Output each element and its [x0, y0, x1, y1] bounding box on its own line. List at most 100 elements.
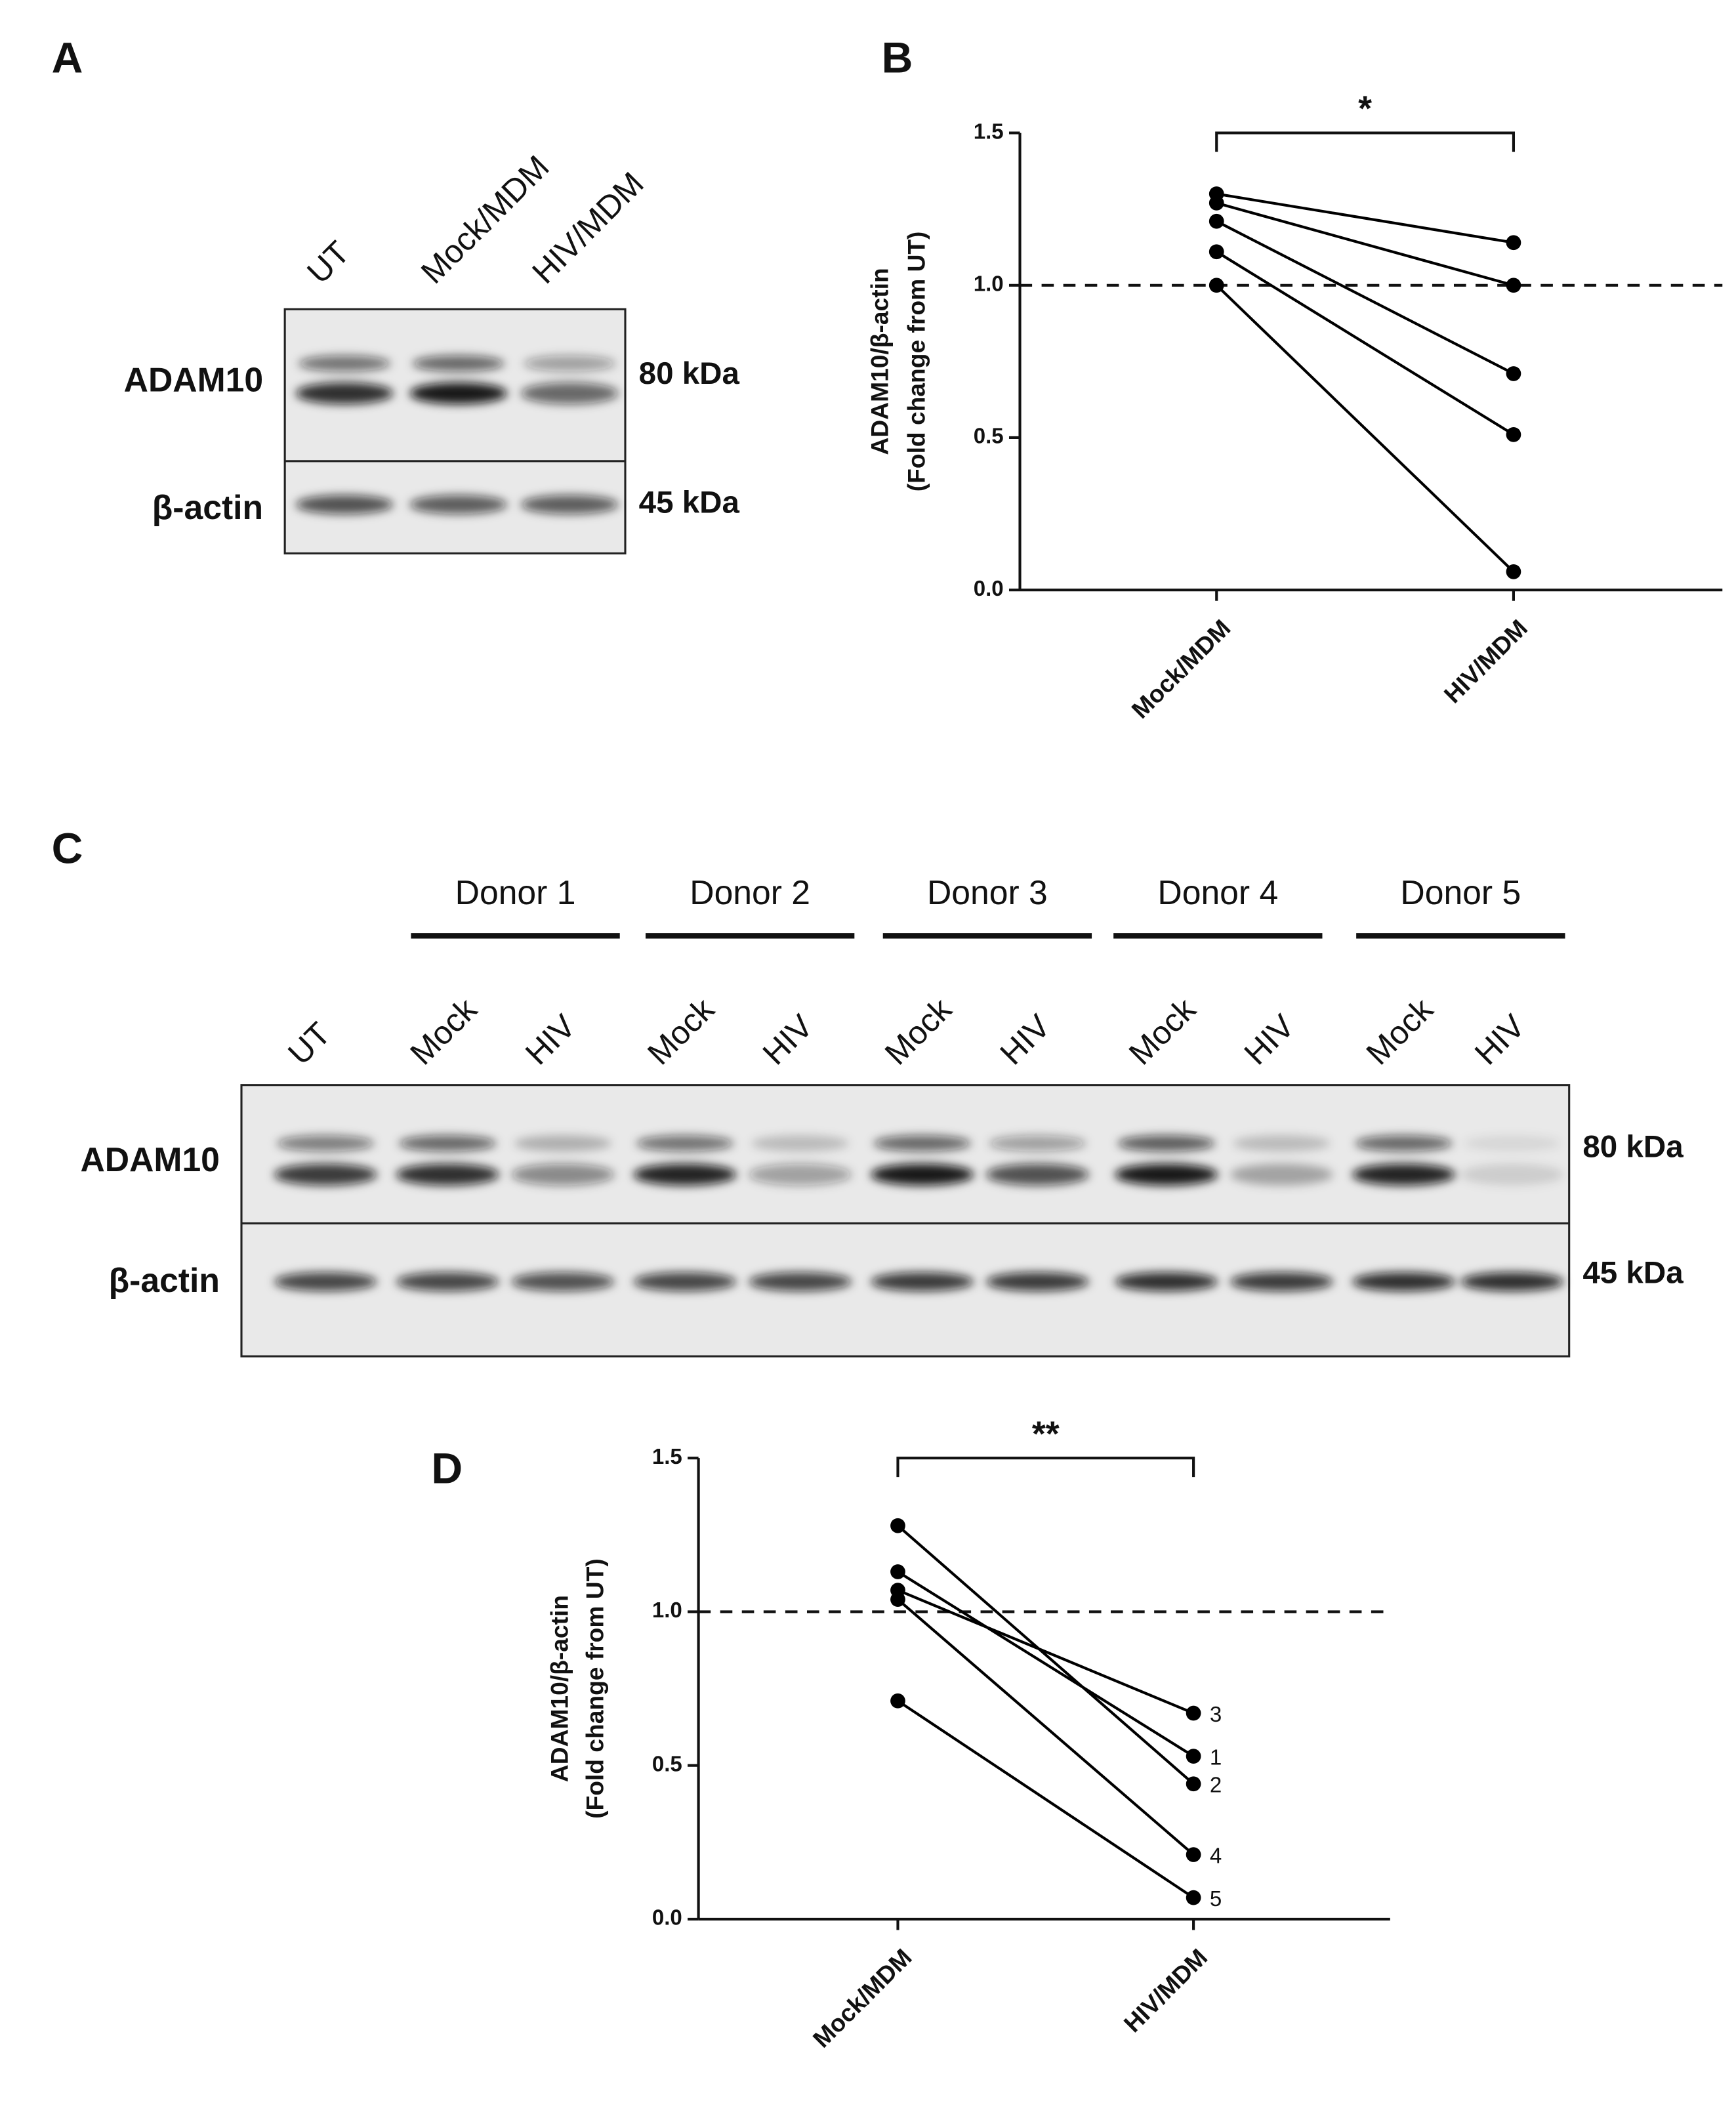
data-point [1186, 1890, 1201, 1905]
band [871, 1163, 974, 1186]
blot-bands [274, 1135, 1564, 1291]
lane-label: HIV [518, 1007, 583, 1071]
y-axis-title: ADAM10/β-actin [865, 268, 893, 455]
band [274, 1272, 377, 1291]
y-tick-label: 0.0 [974, 577, 1004, 601]
y-axis-title: (Fold change from UT) [902, 232, 930, 492]
size-label: 80 kDa [1582, 1129, 1684, 1164]
point-label: 5 [1210, 1887, 1222, 1911]
band [1115, 1272, 1218, 1291]
lane-label: HIV [993, 1007, 1057, 1071]
series-line [1216, 220, 1514, 375]
y-axis-title: ADAM10/β-actin [546, 1595, 573, 1782]
band [988, 1135, 1086, 1152]
band [295, 382, 394, 404]
band [871, 1272, 974, 1291]
donor-label: Donor 1 [455, 873, 576, 911]
band [751, 1135, 850, 1152]
band [409, 382, 508, 404]
data-point [1186, 1705, 1201, 1721]
band [520, 495, 619, 514]
band [1460, 1163, 1564, 1186]
data-point [1506, 235, 1521, 251]
data-point [1506, 366, 1521, 381]
x-tick-label: Mock/MDM [808, 1943, 917, 2053]
data-point [1209, 196, 1224, 211]
band [396, 1163, 499, 1186]
significance-label: ** [1032, 1414, 1060, 1453]
band [412, 355, 505, 372]
y-tick-label: 1.0 [974, 272, 1004, 297]
blot-background [240, 1084, 1571, 1358]
data-point [1506, 278, 1521, 293]
band [520, 382, 619, 404]
band [511, 1163, 615, 1186]
panel-label: A [52, 33, 83, 82]
band [514, 1135, 612, 1152]
x-tick-label: HIV/MDM [1438, 614, 1533, 709]
lane-label: HIV [1237, 1007, 1301, 1071]
band [633, 1272, 737, 1291]
series-line [897, 1524, 1195, 1785]
significance-bracket [896, 1457, 1195, 1478]
series-line [1216, 201, 1514, 287]
band [1463, 1135, 1561, 1152]
donor-label: Donor 4 [1157, 873, 1278, 911]
band [409, 495, 508, 514]
band [1352, 1163, 1456, 1186]
band [523, 355, 616, 372]
size-label: 80 kDa [639, 356, 740, 391]
panel-label: C [52, 825, 83, 873]
series-line [897, 1598, 1195, 1856]
point-label: 4 [1210, 1844, 1222, 1868]
data-point [890, 1564, 905, 1579]
band [396, 1272, 499, 1291]
donor-label: Donor 5 [1400, 873, 1521, 911]
lane-label: Mock [878, 991, 959, 1072]
band [274, 1163, 377, 1186]
size-label: 45 kDa [1582, 1256, 1684, 1291]
band [633, 1163, 737, 1186]
band [1233, 1135, 1331, 1152]
panel-label: B [882, 33, 913, 82]
series-line [897, 1570, 1195, 1758]
x-tick-label: Mock/MDM [1126, 614, 1235, 724]
data-point [1209, 244, 1224, 260]
protein-label: ADAM10 [124, 361, 263, 399]
band [749, 1163, 852, 1186]
series-line [1216, 250, 1515, 436]
protein-label: ADAM10 [81, 1140, 220, 1178]
significance-bracket [1215, 131, 1516, 152]
lane-label: UT [300, 234, 356, 291]
data-point [1186, 1776, 1201, 1792]
band [1115, 1163, 1218, 1186]
donor-label: Donor 3 [927, 873, 1048, 911]
panel-label: D [431, 1444, 463, 1493]
lane-label: HIV [756, 1007, 820, 1071]
y-axis-title: (Fold change from UT) [581, 1558, 608, 1819]
point-label: 1 [1210, 1746, 1222, 1770]
data-point [890, 1693, 905, 1709]
band [749, 1272, 852, 1291]
size-label: 45 kDa [639, 486, 740, 520]
y-tick-label: 0.5 [652, 1752, 682, 1776]
band [1230, 1272, 1334, 1291]
y-tick-label: 1.5 [974, 119, 1004, 144]
band [511, 1272, 615, 1291]
protein-label: β-actin [109, 1261, 220, 1299]
lane-label: HIV [1468, 1007, 1532, 1071]
data-point [1209, 213, 1224, 229]
band [985, 1163, 1089, 1186]
blot-background [283, 308, 627, 554]
data-point [1506, 426, 1521, 442]
band [873, 1135, 972, 1152]
lane-label: Mock [1122, 991, 1203, 1072]
data-point [1506, 564, 1521, 579]
protein-label: β-actin [152, 488, 263, 526]
donor-label: Donor 2 [690, 873, 810, 911]
lane-label: Mock [640, 991, 722, 1072]
point-label: 3 [1210, 1703, 1222, 1727]
lane-label: Mock [1359, 991, 1440, 1072]
